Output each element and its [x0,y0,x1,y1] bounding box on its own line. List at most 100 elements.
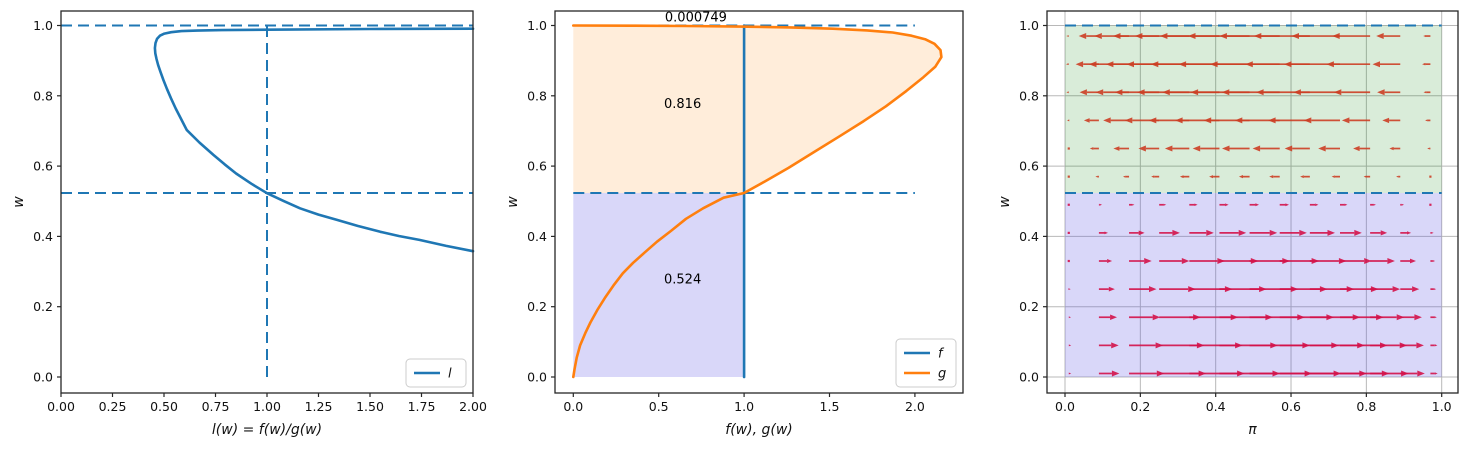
quiver-arrow-head [1124,117,1133,124]
quiver-arrow-head [1434,372,1438,375]
quiver-arrow-head [1416,342,1424,349]
x-tick-label: 0.4 [1206,399,1226,414]
quiver-arrow-head [1387,258,1395,264]
quiver-dot [1429,203,1432,206]
quiver-arrow-head [1238,229,1247,236]
quiver-arrow-head [1389,146,1394,151]
quiver-arrow-head [1069,344,1072,347]
x-tick-label: 0.75 [202,399,230,414]
quiver-dot [1067,203,1070,206]
y-tick-label: 0.6 [527,159,547,174]
x-tick-label: 0.0 [563,399,583,414]
quiver-arrow-head [1126,61,1134,68]
y-axis-label: w [997,196,1013,208]
y-tick-label: 0.0 [527,370,547,385]
quiver-arrow-head [1178,61,1187,68]
quiver-arrow-head [1284,145,1293,152]
quiver-arrow-head [1341,117,1350,124]
quiver-arrow-head [1089,147,1094,150]
quiver-arrow-head [1111,370,1120,377]
quiver-arrow-head [1373,203,1376,206]
quiver-arrow-head [1066,35,1069,37]
axes-spines [1046,10,1459,394]
quiver-arrow-head [1066,63,1069,65]
quiver-arrow-head [1219,33,1227,39]
quiver-dot [1429,175,1432,178]
quiver-arrow-head [1431,232,1434,234]
quiver-arrow-head [1149,286,1157,293]
upper-basin-region [1065,25,1442,193]
quiver-arrow-head [1238,175,1243,179]
quiver-arrow-head [1110,314,1117,320]
quiver-arrow-head [1255,203,1259,207]
quiver-arrow-head [1410,258,1416,264]
quiver-arrow-head [1423,91,1427,94]
quiver-arrow-head [1078,33,1087,39]
y-tick-label: 1.0 [1019,18,1039,33]
x-tick-label: 2.00 [459,399,487,414]
quiver-arrow-head [1318,145,1326,152]
quiver-arrow-head [1412,286,1420,292]
quiver-arrow-head [1068,316,1071,319]
quiver-arrow-head [1151,175,1155,178]
x-tick-label: 0.2 [1130,399,1150,414]
quiver-arrow-head [1300,175,1304,179]
quiver-dot [1067,231,1070,234]
quiver-arrow-head [1083,118,1090,123]
quiver-arrow-head [1354,229,1362,236]
x-tick-label: 1.5 [820,399,840,414]
x-tick-label: 1.0 [734,399,754,414]
quiver-arrow-head [1422,62,1426,66]
quiver-arrow-head [1253,33,1262,39]
mass-below-wstar-region [573,192,745,377]
quiver-dot [1067,175,1070,178]
quiver-arrow-head [1079,89,1087,96]
quiver-arrow-head [1095,175,1098,178]
quiver-arrow-head [1159,33,1168,39]
quiver-arrow-head [1332,33,1340,39]
quiver-arrow-head [1152,314,1161,321]
quiver-arrow-head [1163,203,1167,206]
quiver-arrow-head [1108,286,1115,292]
x-tick-label: 1.75 [408,399,436,414]
y-tick-label: 0.2 [33,299,53,314]
x-tick-label: 1.0 [1432,399,1452,414]
quiver-arrow-head [1150,61,1159,68]
quiver-arrow-head [1423,35,1426,38]
quiver-arrow-head [1192,145,1201,152]
quiver-arrow-head [1284,61,1292,68]
quiver-arrow-head [1172,229,1180,236]
quiver-arrow-head [1138,145,1146,152]
quiver-arrow-head [1327,229,1335,236]
legend-label: f [938,347,945,362]
y-tick-label: 0.0 [33,370,53,385]
quiver-arrow-head [1209,175,1213,179]
quiver-arrow-head [1376,33,1384,39]
quiver-arrow-head [1190,89,1199,96]
y-tick-label: 0.4 [1019,229,1039,244]
quiver-arrow-head [1326,61,1334,68]
quiver-arrow-head [1269,175,1274,179]
x-axis-label: π [1248,422,1257,438]
x-tick-label: 0.50 [150,399,178,414]
quiver-arrow-head [1075,61,1084,68]
quiver-arrow-head [1113,146,1120,151]
legend-box [895,338,957,388]
x-axis-label: l(w) = f(w)/g(w) [212,422,322,438]
quiver-arrow-head [1434,344,1438,347]
x-axis-label: f(w), g(w) [725,422,792,438]
quiver-arrow-head [1299,229,1307,236]
lower-basin-region [1065,192,1442,377]
axes-1: 0.000749 0.816 0.524 0.0 0.5 1.0 1.5 2.0 0.0 0.2 0… [505,10,964,438]
y-tick-label: 0.4 [33,229,53,244]
quiver-arrow-head [1252,145,1261,152]
x-tick-label: 0.0 [1055,399,1075,414]
quiver-arrow-head [1353,145,1360,152]
quiver-arrow-head [1333,89,1342,96]
quiver-arrow-head [1268,117,1276,124]
quiver-arrow-head [1181,258,1190,264]
annotation: 0.000749 [665,10,727,25]
quiver-arrow-head [1417,370,1425,377]
quiver-arrow-head [1382,117,1390,124]
